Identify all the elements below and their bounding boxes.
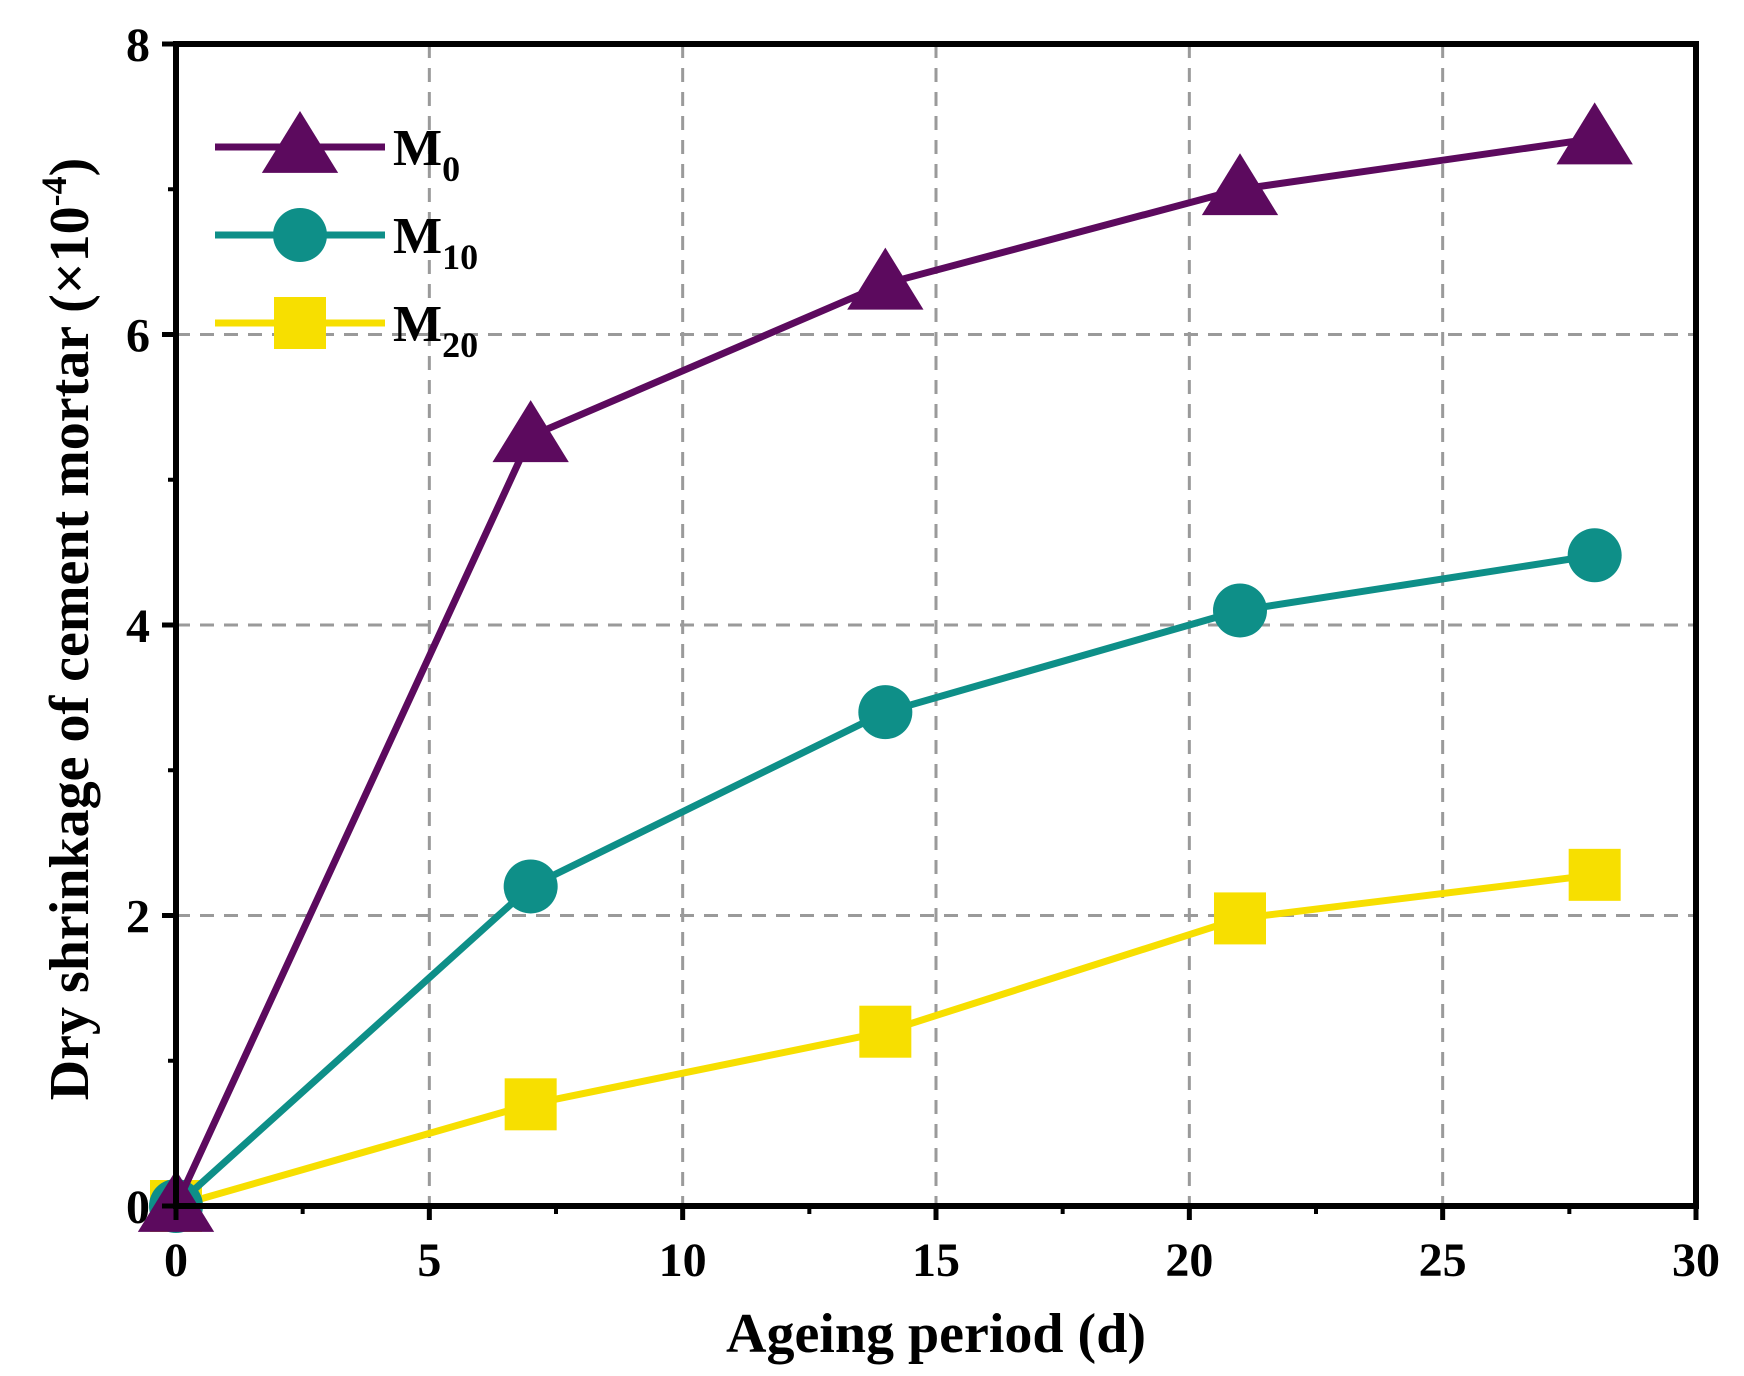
legend-entry: M20 (215, 296, 478, 365)
data-point (492, 400, 569, 463)
x-tick-label: 25 (1419, 1234, 1467, 1287)
y-axis-title: Dry shrinkage of cement mortar (×10-4) (34, 158, 101, 1101)
x-tick-label: 20 (1165, 1234, 1213, 1287)
data-point (503, 859, 558, 914)
y-tick-label: 6 (126, 310, 150, 363)
legend-label-subscript: 10 (442, 237, 478, 277)
legend-entry: M0 (215, 111, 460, 189)
x-axis-title: Ageing period (d) (726, 1303, 1146, 1365)
series-layer (137, 102, 1633, 1233)
data-point (1214, 892, 1266, 945)
y-axis-title-suffix: ) (39, 158, 101, 177)
legend-label-main: M (393, 120, 442, 177)
legend-marker (273, 208, 327, 262)
series-m10 (149, 528, 1622, 1233)
legend-label-subscript: 20 (442, 325, 478, 365)
data-point (1201, 153, 1279, 216)
axis-ticks: 0 5 10 15 20 25 30 0 2 4 6 8 (126, 19, 1720, 1287)
legend-marker (261, 111, 339, 173)
x-tick-label: 5 (417, 1234, 441, 1287)
data-point (847, 247, 924, 310)
data-point (1556, 102, 1633, 165)
legend-entry: M10 (215, 208, 478, 277)
data-point (859, 1005, 912, 1058)
y-tick-label: 8 (126, 19, 150, 72)
data-point (1568, 848, 1621, 901)
data-point (1567, 528, 1622, 583)
x-tick-label: 30 (1672, 1234, 1720, 1287)
data-point (1213, 583, 1267, 638)
y-axis-title-exponent: -4 (34, 176, 74, 206)
y-tick-label: 0 (126, 1181, 150, 1234)
legend-label-main: M (393, 208, 442, 265)
data-point (504, 1078, 557, 1131)
y-tick-label: 2 (126, 891, 150, 944)
data-point (858, 685, 913, 740)
x-tick-label: 15 (912, 1234, 960, 1287)
grid (176, 44, 1696, 1206)
legend-label-main: M (393, 296, 442, 353)
legend-label: M20 (393, 296, 478, 365)
legend-marker (274, 297, 326, 349)
legend-label: M0 (393, 120, 460, 189)
series-m20 (150, 848, 1621, 1232)
y-tick-label: 4 (126, 600, 150, 653)
x-tick-label: 0 (164, 1234, 188, 1287)
series-line (173, 551, 1596, 1209)
legend-label-subscript: 0 (442, 149, 460, 189)
legend-label: M10 (393, 208, 478, 277)
y-axis-title-main: Dry shrinkage of cement mortar (×10 (39, 206, 101, 1100)
x-tick-label: 10 (659, 1234, 707, 1287)
series-m0 (137, 102, 1633, 1232)
